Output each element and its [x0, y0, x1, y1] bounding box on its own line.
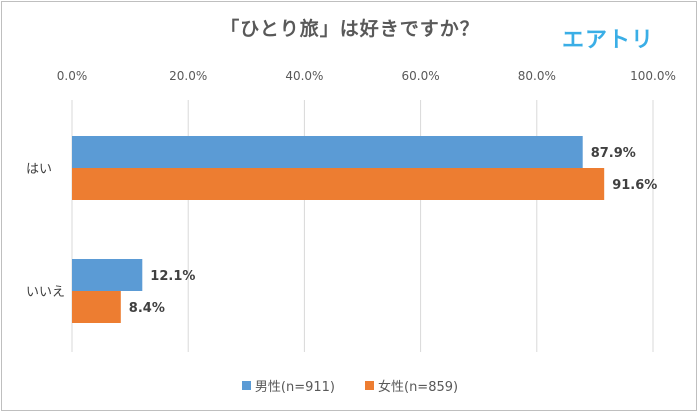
bar — [72, 291, 121, 323]
chart-title: 「ひとり旅」は好きですか？ — [220, 18, 480, 40]
legend-item-female: 女性(n=859) — [365, 376, 458, 395]
legend-item-male: 男性(n=911) — [241, 376, 335, 395]
legend-swatch-male — [241, 381, 251, 390]
bar — [72, 259, 143, 291]
bar — [72, 168, 605, 200]
x-tick-label: 40.0% — [285, 69, 323, 83]
legend: 男性(n=911) 女性(n=859) — [0, 376, 700, 395]
data-label: 87.9% — [591, 146, 636, 161]
data-label: 12.1% — [150, 269, 195, 284]
x-tick-label: 20.0% — [169, 69, 207, 83]
x-tick-label: 60.0% — [402, 69, 440, 83]
legend-label-male: 男性(n=911) — [254, 380, 335, 395]
brand-logo: エアトリ — [562, 28, 655, 53]
data-label: 8.4% — [129, 301, 165, 316]
bar — [72, 136, 583, 168]
category-label: いいえ — [26, 285, 65, 300]
x-tick-label: 100.0% — [630, 69, 676, 83]
legend-swatch-female — [365, 381, 374, 390]
legend-label-female: 女性(n=859) — [378, 380, 459, 395]
data-label: 91.6% — [612, 178, 657, 193]
x-tick-label: 80.0% — [518, 69, 556, 83]
x-tick-label: 0.0% — [57, 69, 88, 83]
category-label: はい — [26, 162, 52, 177]
